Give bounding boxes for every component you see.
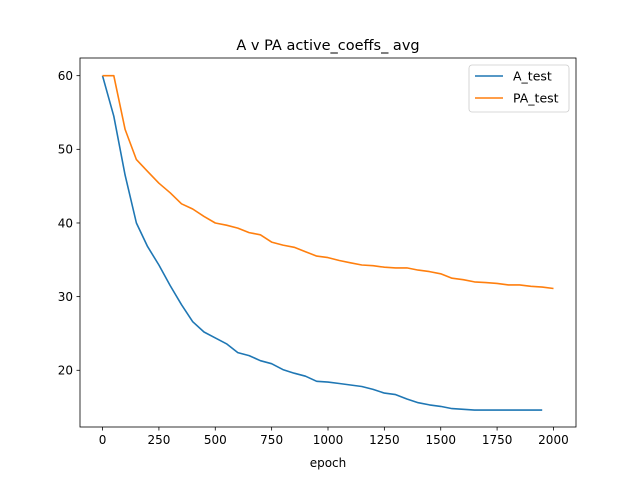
legend-label-PA_test: PA_test [513,91,559,106]
y-tick-label: 40 [58,216,73,230]
series-line-PA_test [102,74,554,290]
x-tick-label: 1000 [313,433,344,447]
x-tick-label: 0 [99,433,107,447]
y-tick-label: 60 [58,69,73,83]
chart-title: A v PA active_coeffs_ avg [236,38,419,54]
series-line-A_test [101,75,543,411]
x-tick-label: 1750 [482,433,513,447]
x-tick-label: 250 [147,433,170,447]
x-tick-label: 500 [204,433,227,447]
x-tick-label: 1500 [425,433,456,447]
legend-label-A_test: A_test [513,69,552,84]
x-axis-label: epoch [310,456,347,470]
x-tick-label: 750 [260,433,283,447]
legend: A_test PA_test [468,64,570,113]
x-tick-label: 1250 [369,433,400,447]
y-axis: 20 30 40 50 60 [58,69,80,378]
y-tick-label: 20 [58,364,73,378]
y-tick-label: 50 [58,143,73,157]
x-tick-label: 2000 [538,433,569,447]
y-tick-label: 30 [58,290,73,304]
x-axis: 0 250 500 750 1000 1250 1500 1750 2000 [99,427,569,447]
